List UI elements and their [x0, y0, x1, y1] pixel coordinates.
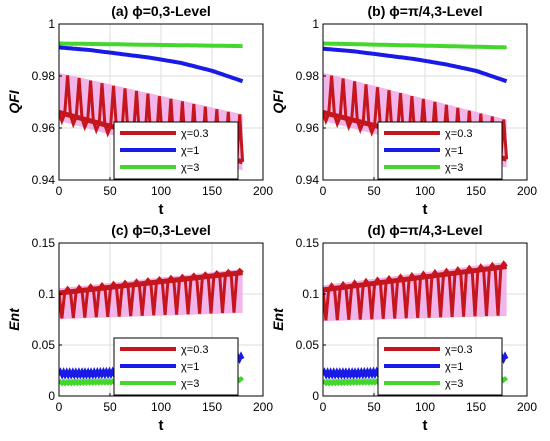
series-1: [59, 45, 244, 84]
y-tick-label: 0.98: [32, 69, 56, 83]
y-tick-label: 0.94: [32, 173, 56, 187]
panel-c: 0 50 100 150 200 0 0.05 0.1 0.15 (c) ϕ=0,3-Level t…: [6, 222, 273, 434]
legend-label: χ=0.3: [181, 128, 209, 140]
panel-a: 0 50 100 150 200 0.94 0.96 0.98 1 (a) ϕ=0,3-Level…: [6, 3, 273, 218]
y-tick-label: 0.94: [296, 173, 320, 187]
panel-title: (b) ϕ=π/4,3-Level: [368, 3, 483, 19]
x-tick-label: 100: [151, 400, 171, 414]
x-tick-label: 200: [253, 184, 273, 198]
y-tick-label: 0.15: [296, 236, 320, 250]
y-tick-label: 0.1: [302, 287, 319, 301]
y-tick-label: 0.05: [296, 338, 320, 352]
legend-label: χ=3: [445, 378, 463, 390]
legend: χ=0.3 χ=1 χ=3: [377, 121, 503, 180]
x-tick-label: 100: [415, 400, 435, 414]
panel-d: 0 50 100 150 200 0 0.05 0.1 0.15 (d) ϕ=π/4,3-Leve…: [270, 222, 537, 434]
series-3: [59, 41, 243, 49]
y-tick-label: 0: [312, 389, 319, 403]
x-tick-label: 50: [103, 184, 117, 198]
x-tick-label: 150: [202, 184, 222, 198]
y-axis-label: Ent: [6, 307, 22, 331]
x-axis-label: t: [159, 201, 164, 218]
legend-label: χ=0.3: [181, 344, 209, 356]
panel-title: (c) ϕ=0,3-Level: [111, 222, 211, 238]
panel-b: 0 50 100 150 200 0.94 0.96 0.98 1 (b) ϕ=π/4,3-Lev…: [270, 3, 537, 218]
series-0-3-mean: [323, 263, 507, 293]
x-tick-label: 150: [466, 184, 486, 198]
y-tick-label: 0.05: [32, 338, 56, 352]
panel-title: (a) ϕ=0,3-Level: [111, 3, 211, 19]
y-axis-label: Ent: [270, 307, 286, 331]
x-tick-label: 200: [517, 400, 537, 414]
legend-label: χ=3: [181, 162, 199, 174]
legend-label: χ=1: [181, 361, 199, 373]
y-tick-label: 0.15: [32, 236, 56, 250]
y-tick-label: 0.98: [296, 69, 320, 83]
x-tick-label: 200: [253, 400, 273, 414]
x-tick-label: 100: [151, 184, 171, 198]
x-tick-label: 150: [466, 400, 486, 414]
legend-label: χ=0.3: [445, 344, 473, 356]
x-tick-label: 100: [415, 184, 435, 198]
legend-label: χ=1: [445, 145, 463, 157]
y-tick-label: 1: [312, 17, 319, 31]
y-axis-label: QFI: [6, 89, 22, 113]
legend: χ=0.3 χ=1 χ=3: [113, 337, 239, 396]
x-tick-label: 0: [320, 184, 327, 198]
x-tick-label: 50: [367, 184, 381, 198]
x-tick-label: 0: [56, 400, 63, 414]
x-tick-label: 50: [367, 400, 381, 414]
legend: χ=0.3 χ=1 χ=3: [377, 337, 503, 396]
x-tick-label: 200: [517, 184, 537, 198]
panel-title: (d) ϕ=π/4,3-Level: [368, 222, 483, 238]
x-axis-label: t: [423, 201, 428, 218]
y-tick-label: 0.96: [296, 121, 320, 135]
y-tick-label: 0.1: [38, 287, 55, 301]
legend-label: χ=3: [445, 162, 463, 174]
series-0-3-mean: [59, 270, 243, 296]
x-axis-label: t: [423, 417, 428, 434]
x-axis-label: t: [159, 417, 164, 434]
x-tick-label: 0: [56, 184, 63, 198]
y-tick-label: 1: [48, 17, 55, 31]
series-1: [323, 46, 508, 84]
legend-label: χ=1: [445, 361, 463, 373]
y-tick-label: 0: [48, 389, 55, 403]
legend: χ=0.3 χ=1 χ=3: [113, 121, 239, 180]
x-tick-label: 150: [202, 400, 222, 414]
legend-label: χ=0.3: [445, 128, 473, 140]
y-tick-label: 0.96: [32, 121, 56, 135]
legend-label: χ=3: [181, 378, 199, 390]
series-3: [323, 41, 507, 50]
x-tick-label: 50: [103, 400, 117, 414]
y-axis-label: QFI: [270, 89, 286, 113]
x-tick-label: 0: [320, 400, 327, 414]
legend-label: χ=1: [181, 145, 199, 157]
